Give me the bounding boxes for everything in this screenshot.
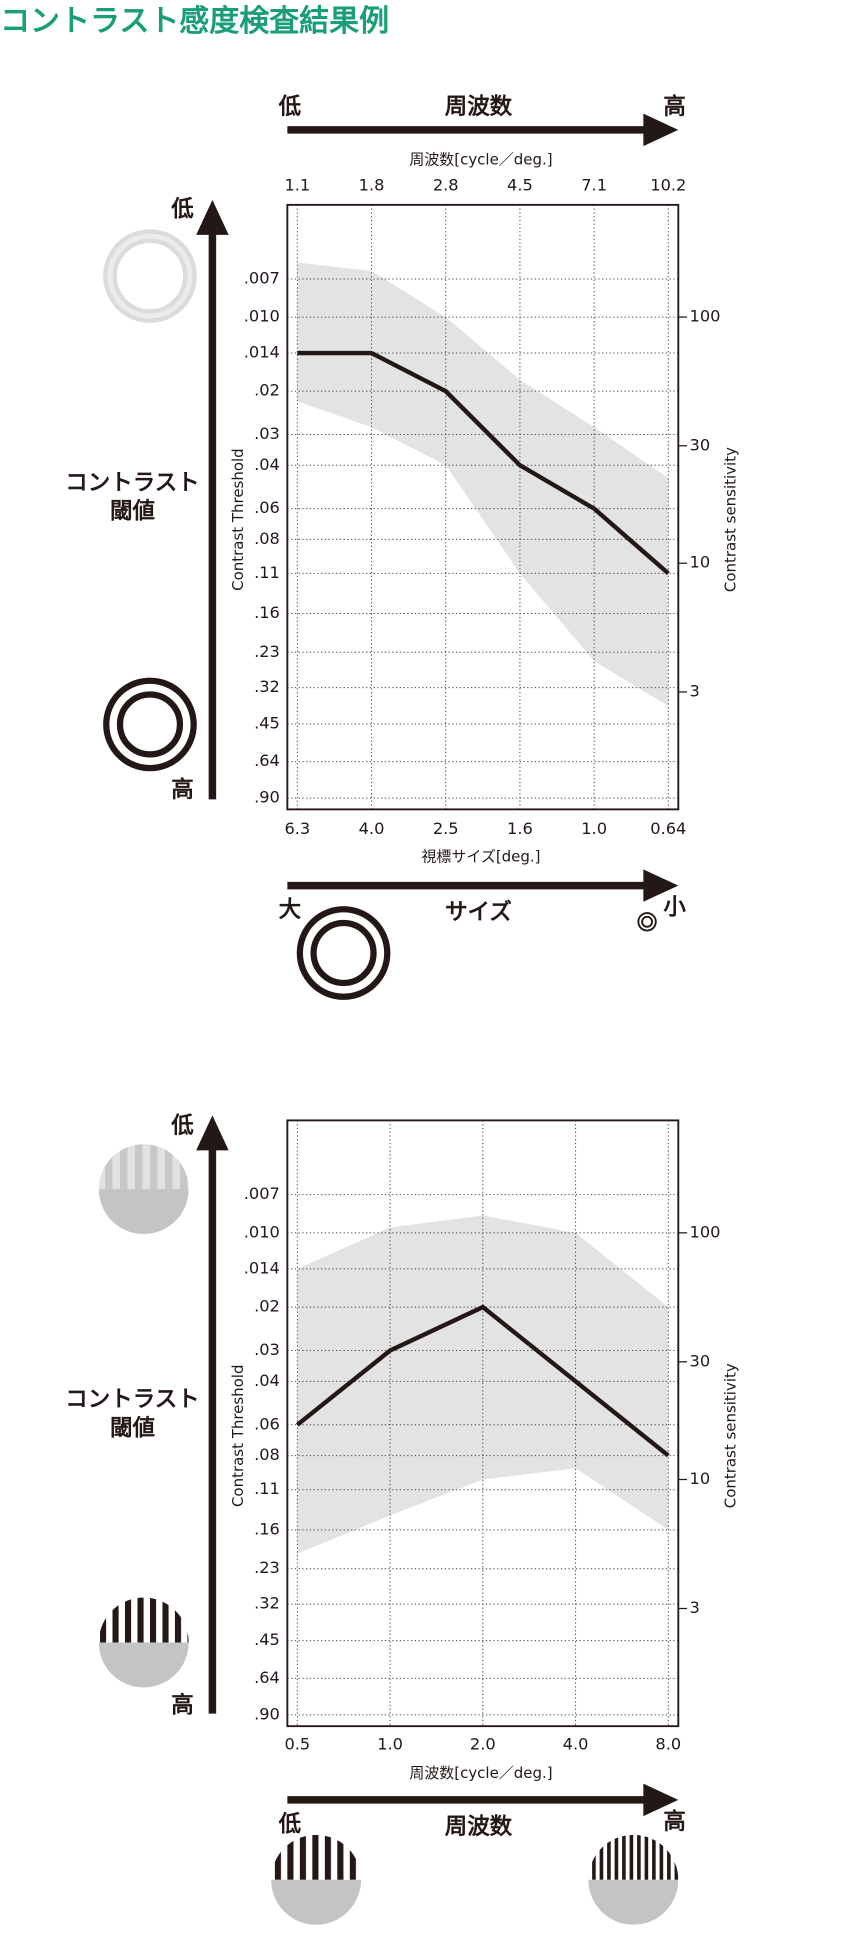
y-tick-label: .02 (254, 1297, 280, 1316)
arrow-label: コントラスト (65, 470, 199, 496)
y-tick-label: .014 (244, 343, 280, 362)
series-line (297, 350, 670, 576)
arrow-head (196, 1115, 229, 1151)
y-axis-label: Contrast Threshold (229, 448, 247, 591)
arrow-label: 閾値 (110, 499, 155, 525)
y-tick-label: .06 (254, 1414, 280, 1433)
y-tick-label: .04 (254, 455, 280, 474)
x-axis-label: 視標サイズ[deg.] (421, 847, 540, 865)
y-tick-label: .010 (244, 307, 280, 326)
x-tick-label-bottom: 4.0 (359, 819, 385, 838)
arrow-label: 閾値 (110, 1415, 155, 1441)
y-tick-label: .23 (254, 1558, 280, 1577)
series-line (295, 1304, 670, 1458)
arrow-head (643, 869, 679, 902)
y-tick-label: .06 (254, 498, 280, 517)
y-tick-label: .02 (254, 381, 280, 400)
x-tick-label: 8.0 (655, 1734, 681, 1753)
y2-axis-label: Contrast sensitivity (721, 1363, 739, 1508)
arrow-label: サイズ (445, 899, 512, 926)
y-tick-label: .007 (244, 1184, 280, 1203)
range-band (297, 262, 669, 706)
x-tick-label: 1.1 (284, 176, 310, 195)
x-tick-label-bottom: 1.6 (507, 819, 533, 838)
x-tick-label: 4.0 (563, 1734, 589, 1753)
y2-tick-label: 30 (690, 435, 711, 454)
y-tick-label: .010 (244, 1222, 280, 1241)
page-title: コントラスト感度検査結果例 (0, 4, 389, 39)
ring-icon-high (103, 677, 197, 772)
x-axis-label: 周波数[cycle／deg.] (409, 1764, 552, 1782)
y2-axis-label: Contrast sensitivity (721, 447, 739, 592)
ring-icon-low (103, 229, 197, 323)
x-tick-label-bottom: 2.5 (433, 819, 459, 838)
x-tick-label: 10.2 (650, 176, 686, 195)
grating-icon-high (98, 1597, 189, 1688)
arrow-head (643, 1783, 679, 1817)
x-tick-label: 1.0 (377, 1734, 403, 1753)
y-tick-label: .08 (254, 1445, 280, 1464)
plot-frame (286, 203, 680, 811)
y-tick-label: .32 (254, 677, 280, 696)
y-tick-label: .64 (254, 1668, 280, 1687)
y-tick-label: .32 (254, 1594, 280, 1613)
y2-tick-label: 100 (690, 307, 721, 326)
arrow-label: 周波数 (445, 1814, 513, 1840)
y-tick-label: .45 (254, 1630, 280, 1649)
y-tick-label: .014 (244, 1258, 280, 1277)
y-tick-label: .64 (254, 751, 280, 770)
y-tick-label: .90 (254, 1704, 280, 1723)
y-tick-label: .03 (254, 424, 280, 443)
grating-icon-highfreq (588, 1834, 679, 1925)
grating-icon-lowfreq (271, 1834, 362, 1925)
x-tick-label-bottom: 0.64 (650, 819, 686, 838)
y-tick-label: .23 (254, 642, 280, 661)
x-tick-label: 0.5 (284, 1734, 310, 1753)
y2-tick-label: 3 (690, 1598, 700, 1617)
arrow-high: 高 (171, 1692, 193, 1719)
y-tick-label: .03 (254, 1340, 280, 1359)
x-axis-label-top: 周波数[cycle／deg.] (409, 150, 552, 168)
arrow-low: 低 (278, 94, 302, 120)
plot-frame (286, 1119, 680, 1728)
x-tick-label: 4.5 (507, 176, 533, 195)
y-tick-label: .04 (254, 1371, 280, 1390)
arrow-high: 高 (171, 776, 193, 803)
arrow-label: コントラスト (65, 1387, 199, 1413)
y-tick-label: .16 (254, 1519, 280, 1538)
arrow-label: 周波数 (445, 94, 513, 120)
x-tick-label: 2.8 (433, 176, 459, 195)
y-axis-label: Contrast Threshold (229, 1365, 247, 1508)
arrow-head (196, 199, 229, 235)
arrow-high: 高 (663, 1808, 685, 1835)
y2-tick-label: 10 (690, 553, 711, 572)
y2-tick-label: 3 (690, 681, 700, 700)
arrow-high: 小 (663, 895, 686, 921)
y2-tick-label: 100 (690, 1222, 721, 1241)
ring-icon-large (296, 906, 391, 1000)
x-tick-label: 7.1 (581, 176, 607, 195)
y2-tick-label: 10 (690, 1469, 711, 1488)
arrow-low: 低 (170, 196, 194, 222)
grating-icon-low (98, 1144, 189, 1235)
arrow-high: 高 (663, 93, 685, 120)
arrow-head (643, 113, 679, 147)
y-tick-label: .45 (254, 714, 280, 733)
y2-tick-label: 30 (690, 1351, 711, 1370)
y-tick-label: .11 (254, 1479, 280, 1498)
y-tick-label: .90 (254, 788, 280, 807)
arrow-low: 低 (278, 1811, 302, 1837)
x-tick-label: 2.0 (470, 1734, 496, 1753)
y-tick-label: .007 (244, 268, 280, 287)
y-tick-label: .08 (254, 529, 280, 548)
y-tick-label: .16 (254, 603, 280, 622)
arrow-low: 低 (170, 1113, 194, 1139)
arrow-low: 大 (279, 897, 302, 923)
y-tick-label: .11 (254, 563, 280, 582)
x-tick-label-bottom: 6.3 (284, 819, 310, 838)
x-tick-label-bottom: 1.0 (581, 819, 607, 838)
ring-icon-small (637, 912, 657, 932)
x-tick-label: 1.8 (359, 176, 385, 195)
